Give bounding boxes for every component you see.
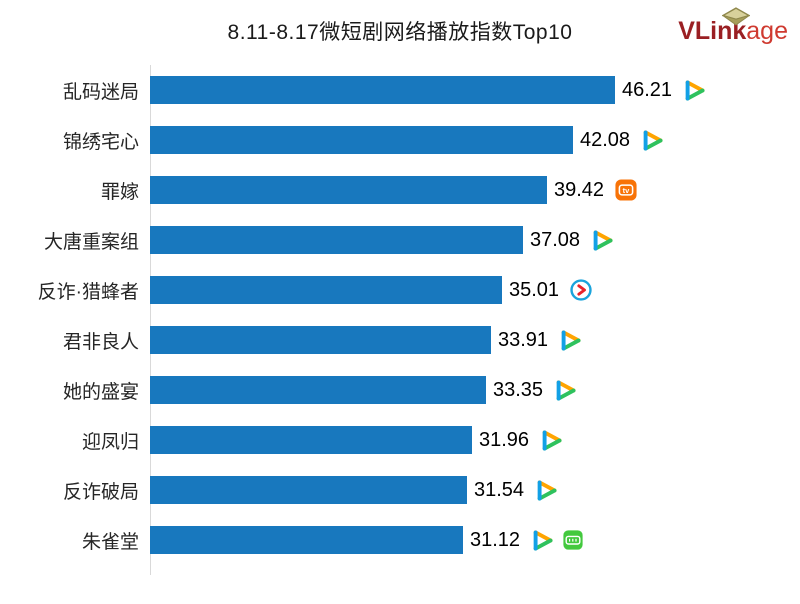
bar-chart: 乱码迷局 46.21 锦绣宅心 42.08 罪嫁 39.42 tv 大唐重案组 37.0… xyxy=(0,65,800,575)
tencent-video-icon xyxy=(593,229,613,251)
green-tv-icon xyxy=(563,530,583,550)
platform-icons: tv xyxy=(615,179,637,201)
tencent-video-icon xyxy=(643,129,663,151)
bar-row: 反诈破局 31.54 xyxy=(0,465,800,515)
bar xyxy=(150,426,472,454)
category-label: 罪嫁 xyxy=(100,181,139,203)
category-label: 反诈破局 xyxy=(62,481,139,503)
bar-row: 锦绣宅心 42.08 xyxy=(0,115,800,165)
category-label: 反诈·猎蜂者 xyxy=(37,281,139,303)
platform-icons xyxy=(535,479,558,502)
category-label: 乱码迷局 xyxy=(62,81,139,103)
youku-icon xyxy=(570,279,592,301)
platform-icons xyxy=(570,279,592,301)
platform-icons xyxy=(683,79,706,102)
bar xyxy=(150,476,467,504)
value-label: 31.54 xyxy=(474,478,525,501)
value-label: 42.08 xyxy=(580,128,631,151)
logo-text-light: age xyxy=(746,17,788,45)
value-label: 37.08 xyxy=(530,228,581,251)
platform-icons xyxy=(531,529,583,552)
tencent-video-icon xyxy=(542,429,562,451)
category-label: 她的盛宴 xyxy=(62,381,139,403)
y-axis-line xyxy=(150,65,151,575)
value-label: 31.96 xyxy=(479,428,530,451)
bar-row: 朱雀堂 31.12 xyxy=(0,515,800,565)
bar xyxy=(150,326,491,354)
value-label: 35.01 xyxy=(509,278,560,301)
value-label: 31.12 xyxy=(470,528,521,551)
platform-icons xyxy=(641,129,664,152)
tencent-video-icon xyxy=(685,79,705,101)
tencent-video-icon xyxy=(561,329,581,351)
category-label: 锦绣宅心 xyxy=(62,131,139,153)
bar xyxy=(150,76,615,104)
value-label: 33.91 xyxy=(498,328,549,351)
svg-text:tv: tv xyxy=(623,186,630,195)
bar-row: 迎凤归 31.96 xyxy=(0,415,800,465)
mango-tv-icon: tv xyxy=(615,179,637,201)
logo-diamond-icon xyxy=(721,5,752,31)
category-label: 迎凤归 xyxy=(81,431,139,453)
value-label: 39.42 xyxy=(554,178,605,201)
bar-row: 罪嫁 39.42 tv xyxy=(0,165,800,215)
bar xyxy=(150,376,486,404)
category-label: 朱雀堂 xyxy=(81,531,139,553)
platform-icons xyxy=(540,429,563,452)
tencent-video-icon xyxy=(556,379,576,401)
category-label: 大唐重案组 xyxy=(43,231,139,253)
tencent-video-icon xyxy=(533,529,553,551)
bar-row: 乱码迷局 46.21 xyxy=(0,65,800,115)
plot-area: 乱码迷局 46.21 锦绣宅心 42.08 罪嫁 39.42 tv 大唐重案组 37.0… xyxy=(0,65,800,565)
platform-icons xyxy=(591,229,614,252)
bar xyxy=(150,526,463,554)
value-label: 46.21 xyxy=(622,78,673,101)
tencent-video-icon xyxy=(537,479,557,501)
bar xyxy=(150,276,502,304)
bar-row: 她的盛宴 33.35 xyxy=(0,365,800,415)
value-label: 33.35 xyxy=(493,378,544,401)
bar-row: 君非良人 33.91 xyxy=(0,315,800,365)
bar xyxy=(150,176,547,204)
chart-title: 8.11-8.17微短剧网络播放指数Top10 xyxy=(227,21,573,44)
platform-icons xyxy=(554,379,577,402)
platform-icons xyxy=(559,329,582,352)
bar-row: 反诈·猎蜂者 35.01 xyxy=(0,265,800,315)
bar xyxy=(150,126,573,154)
bar xyxy=(150,226,523,254)
category-label: 君非良人 xyxy=(62,331,139,353)
vlinkage-logo: VLinkage xyxy=(678,7,788,45)
bar-row: 大唐重案组 37.08 xyxy=(0,215,800,265)
